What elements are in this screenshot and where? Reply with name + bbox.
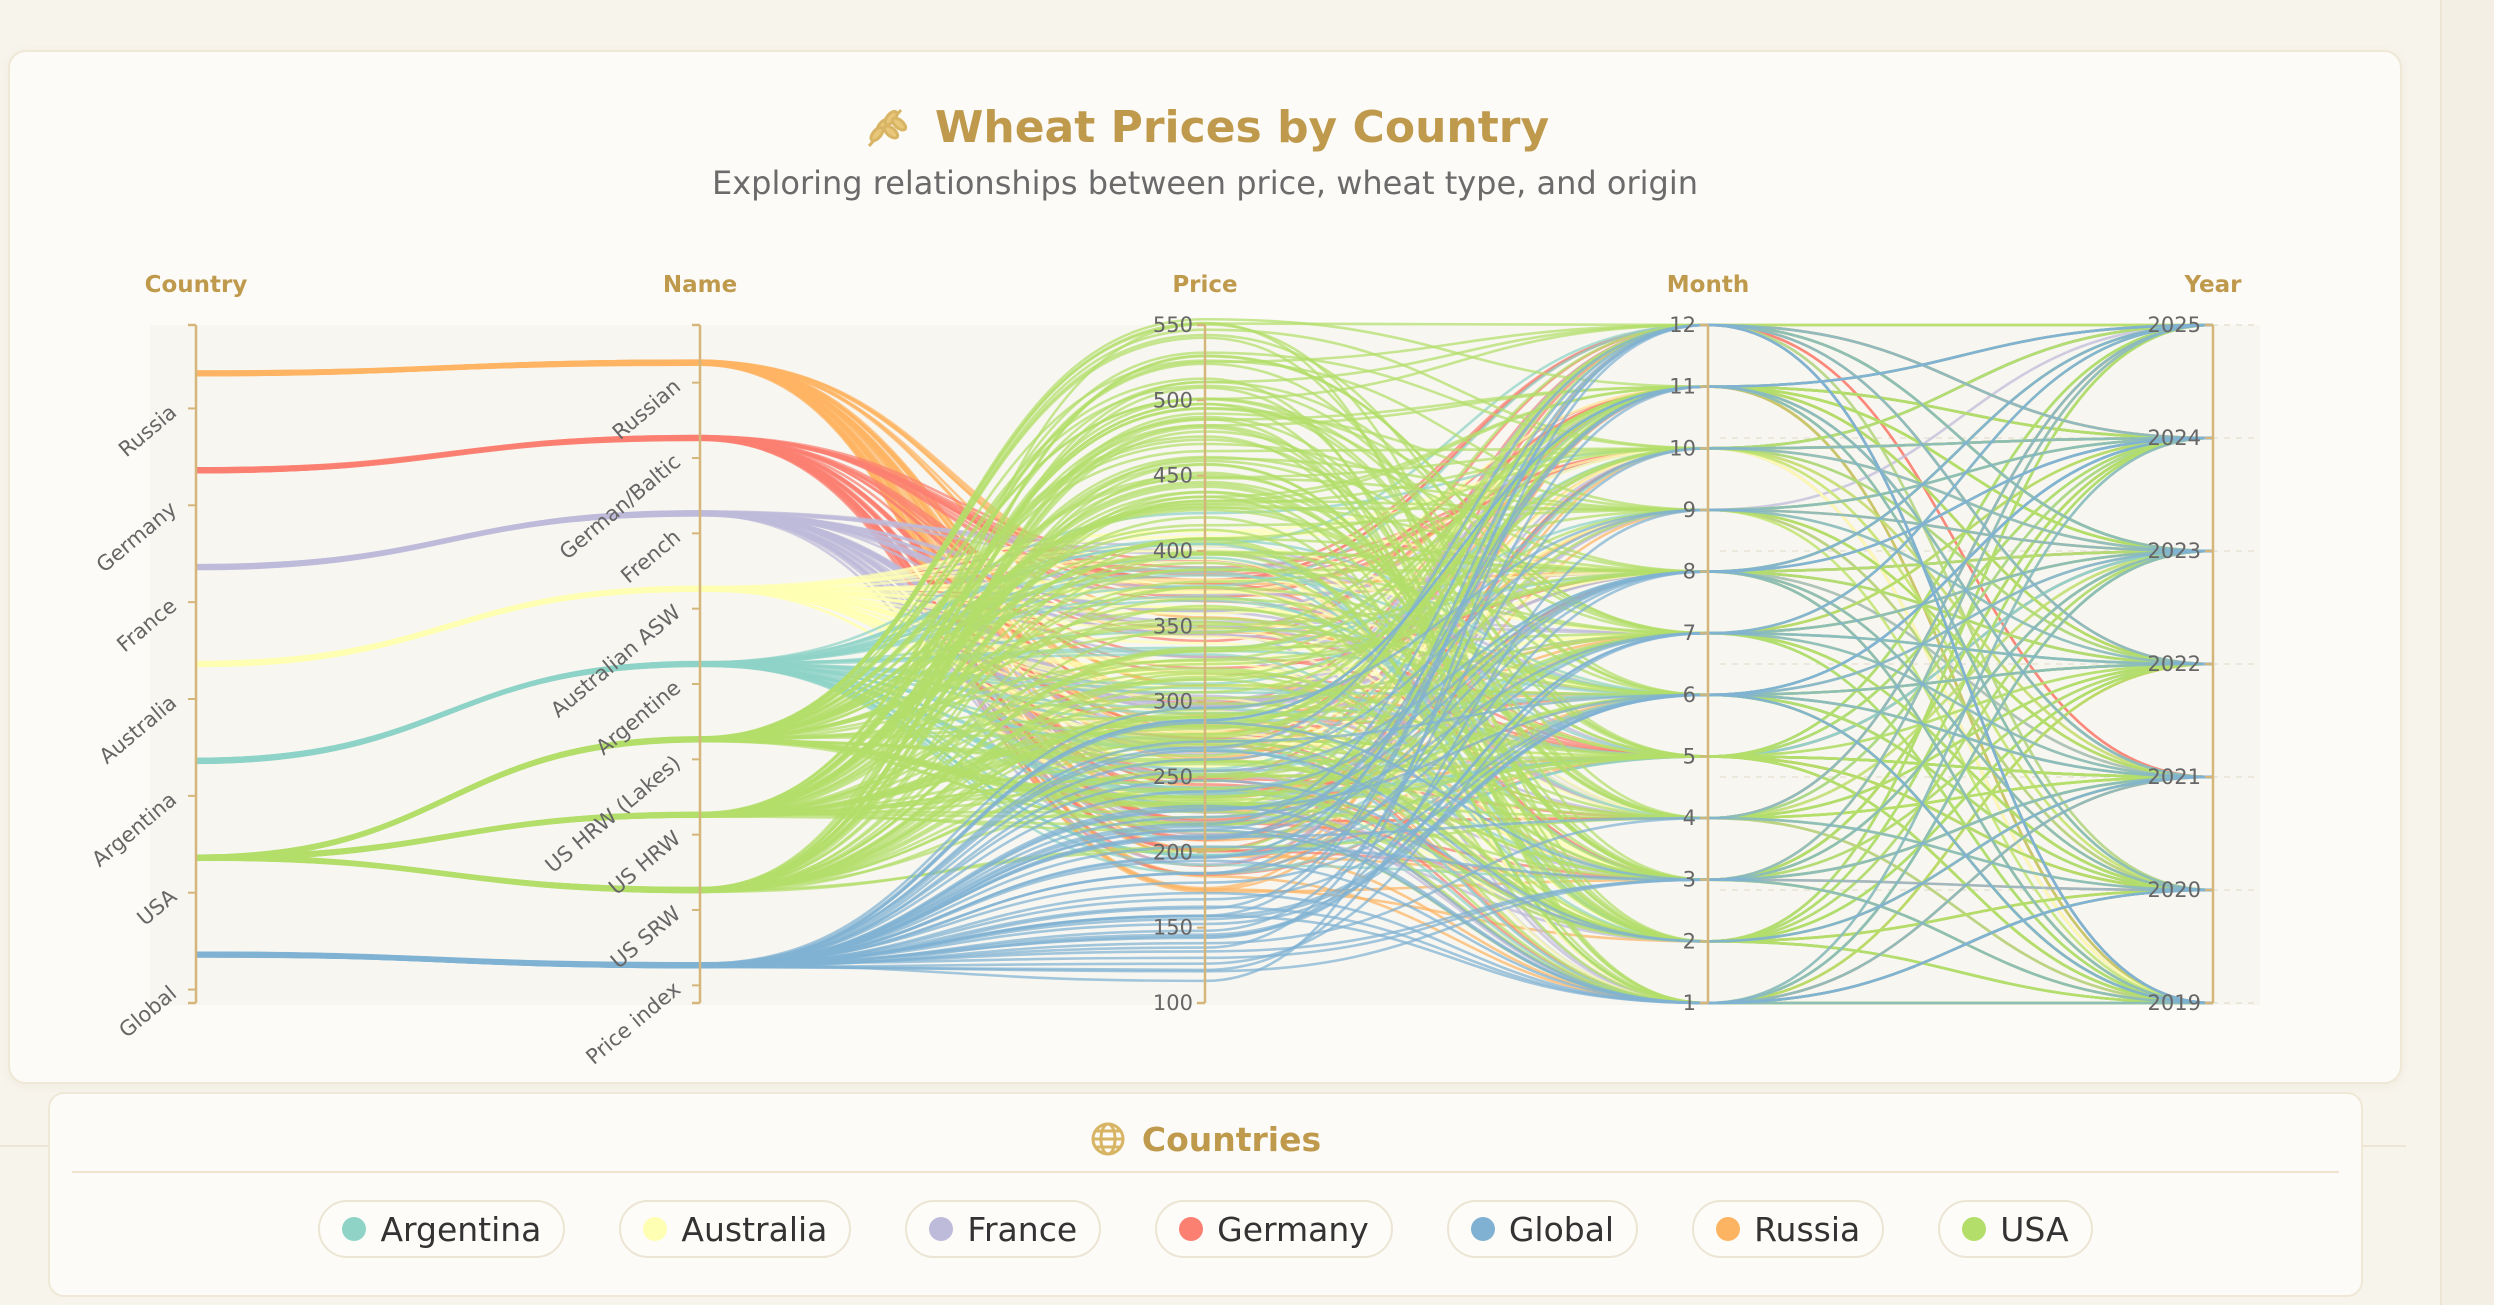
tick-label: 12 xyxy=(1669,313,1696,337)
legend-title: Countries xyxy=(1141,1119,1322,1159)
tick-label: 9 xyxy=(1683,498,1696,522)
tick-label: 2024 xyxy=(2148,426,2201,450)
data-lines xyxy=(195,317,2214,1005)
parallel-coordinates-chart: CountryRussiaGermanyFranceAustraliaArgen… xyxy=(87,272,2255,1070)
tick-label: 4 xyxy=(1683,806,1696,830)
tick-label: 250 xyxy=(1153,765,1193,789)
tick-label: 2021 xyxy=(2148,765,2201,789)
globe-icon xyxy=(1091,1122,1125,1156)
legend-label: Germany xyxy=(1217,1209,1369,1249)
tick-label: 2019 xyxy=(2148,991,2201,1015)
legend-swatch xyxy=(1962,1217,1987,1241)
axis-title: Name xyxy=(663,272,737,298)
legend-card: Countries Argentina Australia France German… xyxy=(48,1092,2363,1297)
tick-label: 200 xyxy=(1153,840,1193,864)
legend-swatch xyxy=(342,1217,367,1241)
scrollbar-track[interactable] xyxy=(2440,0,2494,1305)
legend-item-argentina[interactable]: Argentina xyxy=(318,1200,566,1258)
axis-title: Country xyxy=(145,272,248,298)
tick-label: 10 xyxy=(1669,436,1696,460)
tick-label: 8 xyxy=(1683,560,1696,584)
tick-label: Global xyxy=(114,981,181,1042)
series-line-usa xyxy=(195,436,2214,882)
tick-label: 300 xyxy=(1153,690,1193,714)
tick-label: 11 xyxy=(1669,375,1696,399)
legend-item-russia[interactable]: Russia xyxy=(1692,1200,1885,1258)
legend-swatch xyxy=(1470,1217,1495,1241)
tick-label: 6 xyxy=(1683,683,1696,707)
axis-price: Price 550 500 450 400 350 300 250 200 150 100 xyxy=(1153,272,1238,1015)
legend-item-germany[interactable]: Germany xyxy=(1155,1200,1393,1258)
axis-year: Year 2025 2024 2023 2022 2021 2020 2019 xyxy=(2148,272,2243,1015)
tick-label: 100 xyxy=(1153,991,1193,1015)
tick-label: 150 xyxy=(1153,916,1193,940)
legend-items: Argentina Australia France Germany Global Rus… xyxy=(50,1200,2361,1258)
legend-item-global[interactable]: Global xyxy=(1446,1200,1639,1258)
legend-item-france[interactable]: France xyxy=(905,1200,1102,1258)
legend-item-usa[interactable]: USA xyxy=(1938,1200,2093,1258)
axis-title: Month xyxy=(1667,272,1749,298)
tick-label: 1 xyxy=(1683,991,1696,1015)
legend-swatch xyxy=(643,1217,668,1241)
legend-label: USA xyxy=(2000,1209,2069,1249)
tick-label: 2022 xyxy=(2148,652,2201,676)
legend-label: Australia xyxy=(681,1209,828,1249)
page-subtitle: Exploring relationships between price, w… xyxy=(712,164,1698,202)
legend-label: France xyxy=(967,1209,1078,1249)
legend-swatch xyxy=(1716,1217,1741,1241)
legend-swatch xyxy=(929,1217,954,1241)
legend-label: Russia xyxy=(1754,1209,1861,1249)
tick-label: 2020 xyxy=(2148,878,2201,902)
legend-label: Global xyxy=(1508,1209,1615,1249)
tick-label: 2 xyxy=(1683,929,1696,953)
tick-label: 3 xyxy=(1683,868,1696,892)
tick-label: 2025 xyxy=(2148,313,2201,337)
tick-label: 350 xyxy=(1153,614,1193,638)
axis-month: Month 12 11 10 9 8 7 6 5 4 3 2 1 xyxy=(1667,272,1749,1015)
axis-title: Price xyxy=(1172,272,1237,298)
tick-label: 500 xyxy=(1153,388,1193,412)
axis-title: Year xyxy=(2183,272,2242,298)
tick-label: 400 xyxy=(1153,539,1193,563)
tick-label: 2023 xyxy=(2148,539,2201,563)
tick-label: 7 xyxy=(1683,621,1696,645)
tick-label: 450 xyxy=(1153,464,1193,488)
legend-label: Argentina xyxy=(380,1209,542,1249)
page-title: Wheat Prices by Country xyxy=(934,101,1550,153)
legend-swatch xyxy=(1179,1217,1204,1241)
header: Wheat Prices by Country xyxy=(10,92,2400,162)
tick-label: 550 xyxy=(1153,313,1193,337)
series-line-usa xyxy=(195,412,2214,893)
wheat-icon xyxy=(867,109,908,147)
tick-label: 5 xyxy=(1683,744,1696,768)
legend-divider xyxy=(72,1171,2339,1173)
legend-header: Countries xyxy=(50,1114,2361,1164)
legend-item-australia[interactable]: Australia xyxy=(619,1200,852,1258)
